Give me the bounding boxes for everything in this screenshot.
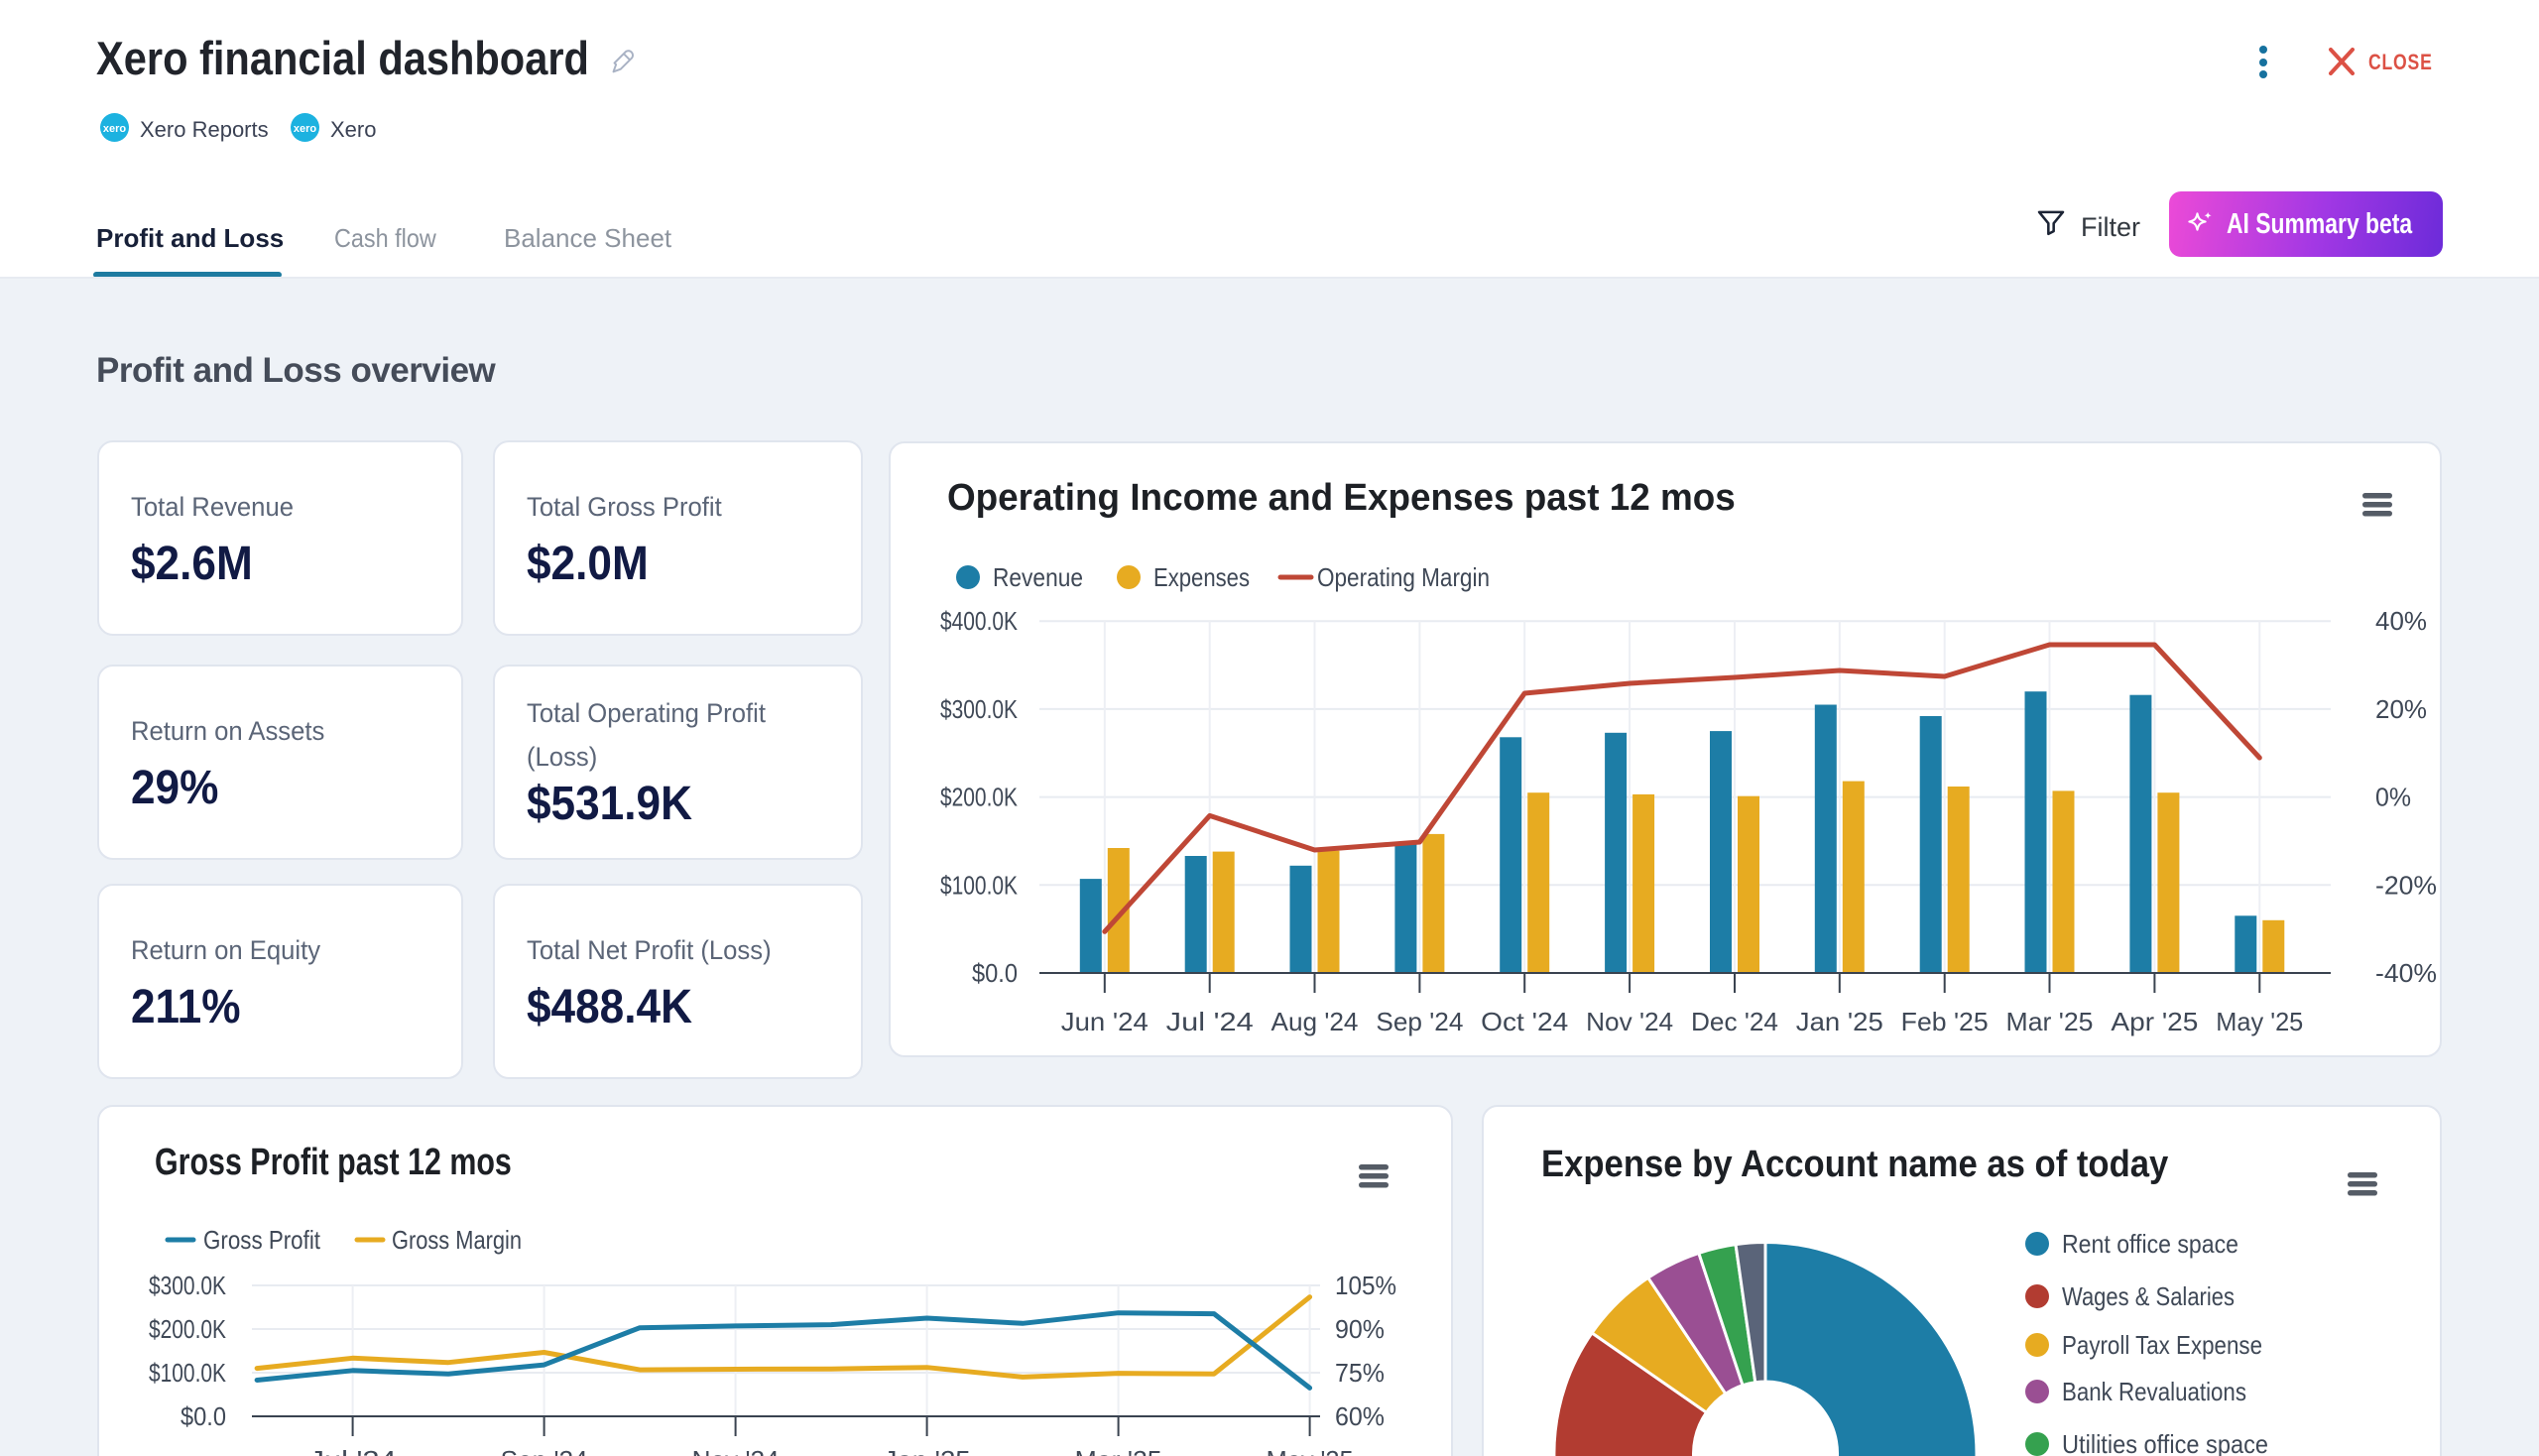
svg-text:Jun '24: Jun '24	[1061, 1007, 1149, 1036]
svg-text:xero: xero	[103, 123, 127, 135]
svg-text:Revenue: Revenue	[993, 562, 1083, 592]
svg-text:Mar '25: Mar '25	[2006, 1007, 2094, 1036]
svg-text:Nov '24: Nov '24	[692, 1445, 780, 1456]
svg-text:Utilities office space: Utilities office space	[2062, 1429, 2268, 1456]
svg-text:Feb '25: Feb '25	[1901, 1007, 1989, 1036]
svg-text:May '25: May '25	[2216, 1007, 2303, 1036]
svg-text:75%: 75%	[1335, 1358, 1385, 1388]
svg-text:Sep '24: Sep '24	[1376, 1007, 1463, 1036]
svg-text:Apr '25: Apr '25	[2111, 1007, 2198, 1036]
svg-text:Aug '24: Aug '24	[1271, 1007, 1359, 1036]
svg-text:$300.0K: $300.0K	[940, 694, 1019, 724]
svg-text:40%: 40%	[2375, 606, 2427, 636]
svg-text:Oct '24: Oct '24	[1481, 1007, 1568, 1036]
svg-text:Jul '24: Jul '24	[309, 1445, 397, 1456]
svg-text:Jan '25: Jan '25	[884, 1445, 971, 1456]
svg-text:$400.0K: $400.0K	[940, 606, 1019, 636]
svg-text:Jul '24: Jul '24	[1166, 1007, 1254, 1036]
svg-text:$200.0K: $200.0K	[940, 783, 1019, 812]
svg-text:60%: 60%	[1335, 1401, 1385, 1431]
svg-text:Expenses: Expenses	[1153, 562, 1250, 592]
svg-text:$0.0: $0.0	[972, 958, 1018, 988]
svg-text:0%: 0%	[2375, 783, 2411, 812]
svg-text:-20%: -20%	[2375, 870, 2437, 900]
svg-text:$100.0K: $100.0K	[149, 1358, 227, 1388]
svg-text:Bank Revaluations: Bank Revaluations	[2062, 1377, 2246, 1406]
svg-text:xero: xero	[294, 123, 317, 135]
svg-text:Dec '24: Dec '24	[1691, 1007, 1778, 1036]
svg-text:Jan '25: Jan '25	[1796, 1007, 1883, 1036]
svg-text:Rent office space: Rent office space	[2062, 1229, 2238, 1259]
svg-text:$300.0K: $300.0K	[149, 1271, 227, 1300]
svg-text:Mar '25: Mar '25	[1075, 1445, 1162, 1456]
svg-text:$0.0: $0.0	[181, 1401, 226, 1431]
svg-text:$200.0K: $200.0K	[149, 1314, 227, 1344]
svg-text:$100.0K: $100.0K	[940, 870, 1019, 900]
svg-text:Wages & Salaries: Wages & Salaries	[2062, 1281, 2235, 1311]
svg-text:-40%: -40%	[2375, 958, 2437, 988]
svg-text:May '25: May '25	[1267, 1445, 1354, 1456]
svg-text:Sep '24: Sep '24	[501, 1445, 588, 1456]
svg-text:90%: 90%	[1335, 1314, 1385, 1344]
svg-text:Gross Margin: Gross Margin	[392, 1225, 522, 1255]
svg-text:Payroll Tax Expense: Payroll Tax Expense	[2062, 1330, 2262, 1360]
svg-text:Gross Profit: Gross Profit	[203, 1225, 321, 1255]
svg-text:Operating Margin: Operating Margin	[1317, 562, 1490, 592]
svg-text:Nov '24: Nov '24	[1586, 1007, 1673, 1036]
svg-text:105%: 105%	[1335, 1271, 1396, 1300]
svg-text:20%: 20%	[2375, 694, 2427, 724]
